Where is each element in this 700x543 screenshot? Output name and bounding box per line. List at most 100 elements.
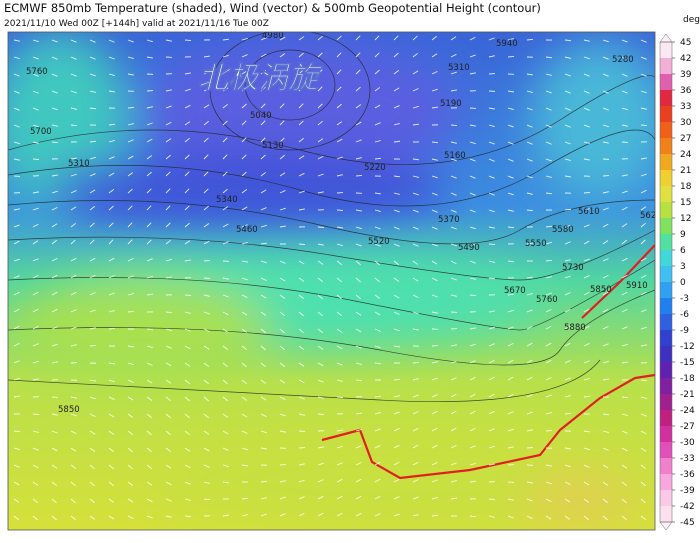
- wind-arrow: [33, 159, 39, 160]
- contour-label: 5460: [236, 225, 258, 235]
- contour-label: 5670: [504, 286, 526, 296]
- wind-arrow: [90, 345, 96, 346]
- wind-arrow: [432, 345, 438, 346]
- contour-label: 5850: [590, 285, 612, 295]
- colorbar-band: [660, 410, 672, 426]
- colorbar-label: 39: [680, 70, 692, 80]
- colorbar-band: [660, 298, 672, 314]
- contour-label: 5190: [440, 99, 462, 109]
- annotation: 北极涡旋: [198, 61, 323, 96]
- colorbar-band: [660, 458, 672, 474]
- wind-arrow: [546, 430, 552, 431]
- wind-arrow: [33, 414, 39, 415]
- wind-arrow: [489, 244, 495, 245]
- colorbar-label: -3: [680, 294, 689, 304]
- colorbar-label: -9: [680, 326, 689, 336]
- wind-arrow: [356, 175, 362, 176]
- colorbar-band: [660, 506, 672, 522]
- contour-label: 5340: [216, 195, 238, 205]
- contour-label: 5880: [564, 323, 586, 333]
- contour-label: 5580: [552, 225, 574, 235]
- wind-arrow: [641, 380, 647, 381]
- wind-arrow: [185, 40, 191, 41]
- wind-arrow: [318, 227, 324, 228]
- colorbar-band: [660, 394, 672, 410]
- contour-label: 5280: [612, 55, 634, 65]
- colorbar-label: -24: [680, 406, 695, 416]
- colorbar-band: [660, 474, 672, 490]
- colorbar-label: 0: [680, 278, 686, 288]
- colorbar-band: [660, 106, 672, 122]
- colorbar-cap: [660, 34, 672, 42]
- wind-arrow: [318, 414, 324, 415]
- wind-arrow: [641, 125, 647, 126]
- colorbar-label: -45: [680, 518, 695, 528]
- contour-label: 5160: [444, 151, 466, 161]
- wind-arrow: [128, 107, 134, 108]
- colorbar-unit: degC: [683, 15, 700, 25]
- wind-arrow: [280, 464, 286, 465]
- subtitle: 2021/11/10 Wed 00Z [+144h] valid at 2021…: [4, 19, 269, 29]
- colorbar-band: [660, 378, 672, 394]
- colorbar-band: [660, 138, 672, 154]
- contour-label: 5220: [364, 163, 386, 173]
- colorbar-label: -30: [680, 438, 695, 448]
- colorbar-label: 21: [680, 166, 691, 176]
- colorbar-band: [660, 346, 672, 362]
- colorbar-label: 30: [680, 118, 692, 128]
- colorbar-label: -12: [680, 342, 695, 352]
- colorbar-label: -39: [680, 486, 695, 496]
- colorbar-band: [660, 250, 672, 266]
- colorbar-label: -36: [680, 470, 695, 480]
- contour-label: 5040: [250, 111, 272, 121]
- colorbar-label: -27: [680, 422, 695, 432]
- contour-label: 5620: [640, 211, 662, 221]
- colorbar-label: 36: [680, 86, 692, 96]
- colorbar-band: [660, 154, 672, 170]
- wind-arrow: [413, 362, 419, 363]
- colorbar-label: 27: [680, 134, 691, 144]
- contour-label: 5610: [578, 207, 600, 217]
- colorbar-band: [660, 490, 672, 506]
- wind-arrow: [337, 397, 343, 398]
- contour-label: 5520: [368, 237, 390, 247]
- wind-arrow: [451, 125, 457, 126]
- colorbar-band: [660, 202, 672, 218]
- colorbar-label: -15: [680, 358, 695, 368]
- contour-label: 5760: [26, 67, 48, 77]
- contour-label: 5310: [448, 63, 470, 73]
- wind-arrow: [584, 192, 590, 193]
- colorbar-label: -42: [680, 502, 695, 512]
- colorbar-band: [660, 90, 672, 106]
- colorbar-band: [660, 314, 672, 330]
- contour-label: 5700: [30, 127, 52, 137]
- colorbar-label: 24: [680, 150, 692, 160]
- colorbar-label: 42: [680, 54, 691, 64]
- map-area: 4980504051305190531052805160522053405460…: [0, 30, 670, 530]
- wind-arrow: [470, 295, 476, 296]
- wind-arrow: [185, 295, 191, 296]
- colorbar-band: [660, 186, 672, 202]
- title: ECMWF 850mb Temperature (shaded), Wind (…: [4, 1, 541, 15]
- colorbar-label: -33: [680, 454, 695, 464]
- colorbar-label: 15: [680, 198, 691, 208]
- wind-arrow: [299, 244, 305, 245]
- colorbar: 4542393633302724211815129630-3-6-9-12-15…: [660, 34, 695, 530]
- colorbar-band: [660, 74, 672, 90]
- contour-label: 5760: [536, 295, 558, 305]
- colorbar-label: 33: [680, 102, 691, 112]
- colorbar-label: -21: [680, 390, 695, 400]
- contour-label: 5910: [626, 281, 648, 291]
- wind-arrow: [52, 142, 58, 143]
- wind-arrow: [508, 227, 514, 228]
- contour-label: 5370: [438, 215, 460, 225]
- colorbar-label: 3: [680, 262, 686, 272]
- colorbar-band: [660, 234, 672, 250]
- contour-label: 5730: [562, 263, 584, 273]
- contour-label: 5310: [68, 159, 90, 169]
- colorbar-band: [660, 282, 672, 298]
- colorbar-band: [660, 42, 672, 58]
- colorbar-label: 6: [680, 246, 686, 256]
